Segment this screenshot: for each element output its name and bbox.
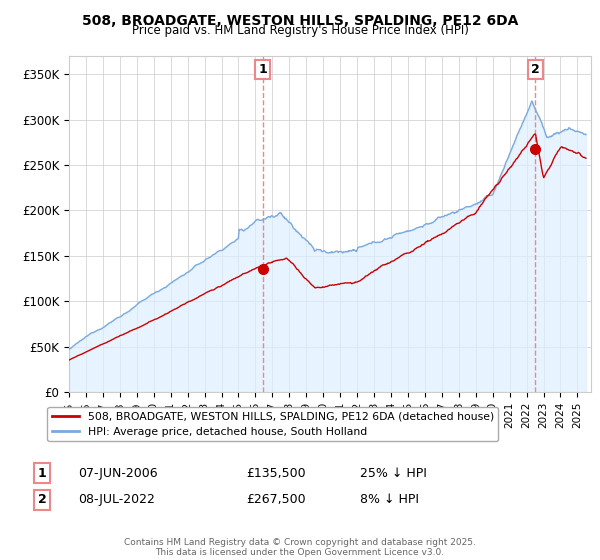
Text: 1: 1 [38, 466, 46, 480]
Text: 25% ↓ HPI: 25% ↓ HPI [360, 466, 427, 480]
Text: 2: 2 [38, 493, 46, 506]
Text: 8% ↓ HPI: 8% ↓ HPI [360, 493, 419, 506]
Text: Contains HM Land Registry data © Crown copyright and database right 2025.
This d: Contains HM Land Registry data © Crown c… [124, 538, 476, 557]
Legend: 508, BROADGATE, WESTON HILLS, SPALDING, PE12 6DA (detached house), HPI: Average : 508, BROADGATE, WESTON HILLS, SPALDING, … [47, 407, 498, 441]
Text: £267,500: £267,500 [246, 493, 305, 506]
Text: Price paid vs. HM Land Registry's House Price Index (HPI): Price paid vs. HM Land Registry's House … [131, 24, 469, 37]
Text: 2: 2 [531, 63, 540, 76]
Text: 08-JUL-2022: 08-JUL-2022 [78, 493, 155, 506]
Text: 07-JUN-2006: 07-JUN-2006 [78, 466, 158, 480]
Text: 1: 1 [259, 63, 267, 76]
Text: 508, BROADGATE, WESTON HILLS, SPALDING, PE12 6DA: 508, BROADGATE, WESTON HILLS, SPALDING, … [82, 14, 518, 28]
Text: £135,500: £135,500 [246, 466, 305, 480]
